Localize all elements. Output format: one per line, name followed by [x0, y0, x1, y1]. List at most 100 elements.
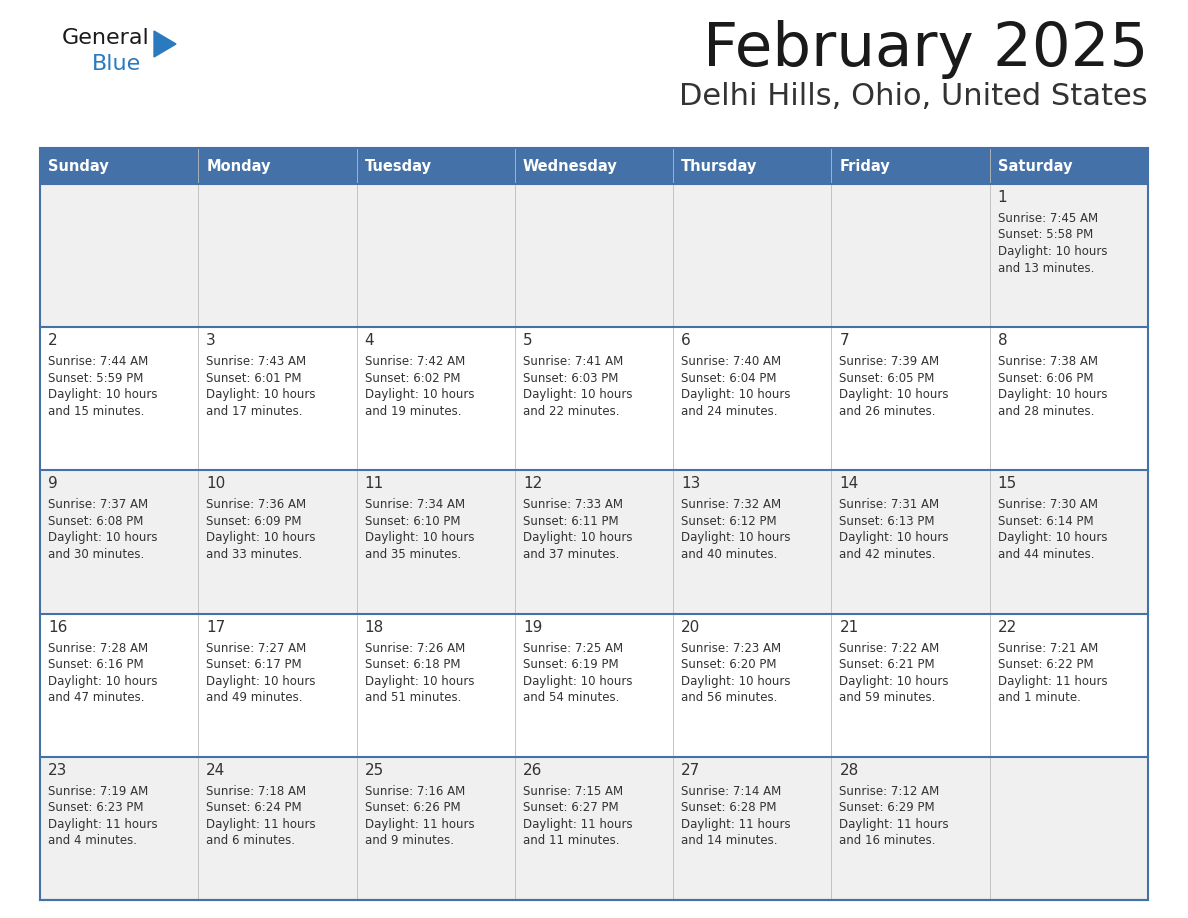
Text: Sunrise: 7:38 AM: Sunrise: 7:38 AM	[998, 355, 1098, 368]
Text: Wednesday: Wednesday	[523, 159, 618, 174]
Text: 28: 28	[840, 763, 859, 778]
Text: February 2025: February 2025	[702, 20, 1148, 79]
Text: and 9 minutes.: and 9 minutes.	[365, 834, 454, 847]
Text: Sunset: 6:03 PM: Sunset: 6:03 PM	[523, 372, 618, 385]
Text: Sunset: 6:28 PM: Sunset: 6:28 PM	[681, 801, 777, 814]
Text: Sunrise: 7:12 AM: Sunrise: 7:12 AM	[840, 785, 940, 798]
Text: and 40 minutes.: and 40 minutes.	[681, 548, 777, 561]
Text: Tuesday: Tuesday	[365, 159, 431, 174]
Text: 22: 22	[998, 620, 1017, 634]
Text: Daylight: 10 hours: Daylight: 10 hours	[48, 388, 158, 401]
Bar	[514, 148, 674, 184]
Bar	[40, 756, 1148, 900]
Text: Daylight: 10 hours: Daylight: 10 hours	[523, 388, 632, 401]
Text: Friday: Friday	[840, 159, 890, 174]
Text: Sunrise: 7:34 AM: Sunrise: 7:34 AM	[365, 498, 465, 511]
Text: Thursday: Thursday	[681, 159, 758, 174]
Text: Daylight: 10 hours: Daylight: 10 hours	[523, 675, 632, 688]
Text: 20: 20	[681, 620, 701, 634]
Text: Sunrise: 7:16 AM: Sunrise: 7:16 AM	[365, 785, 465, 798]
Text: and 59 minutes.: and 59 minutes.	[840, 691, 936, 704]
Text: and 56 minutes.: and 56 minutes.	[681, 691, 777, 704]
Text: Sunrise: 7:26 AM: Sunrise: 7:26 AM	[365, 642, 465, 655]
Text: Daylight: 10 hours: Daylight: 10 hours	[681, 675, 791, 688]
Text: and 17 minutes.: and 17 minutes.	[207, 405, 303, 418]
Text: Sunrise: 7:15 AM: Sunrise: 7:15 AM	[523, 785, 623, 798]
Text: 9: 9	[48, 476, 58, 491]
Text: 8: 8	[998, 333, 1007, 348]
Text: Daylight: 10 hours: Daylight: 10 hours	[998, 245, 1107, 258]
Text: Sunset: 6:06 PM: Sunset: 6:06 PM	[998, 372, 1093, 385]
Text: Daylight: 10 hours: Daylight: 10 hours	[523, 532, 632, 544]
Text: and 37 minutes.: and 37 minutes.	[523, 548, 619, 561]
Text: Sunrise: 7:23 AM: Sunrise: 7:23 AM	[681, 642, 782, 655]
Text: Sunset: 6:13 PM: Sunset: 6:13 PM	[840, 515, 935, 528]
Text: 15: 15	[998, 476, 1017, 491]
Text: Daylight: 11 hours: Daylight: 11 hours	[998, 675, 1107, 688]
Text: 17: 17	[207, 620, 226, 634]
Text: Daylight: 10 hours: Daylight: 10 hours	[681, 532, 791, 544]
Bar	[832, 148, 990, 184]
Text: and 26 minutes.: and 26 minutes.	[840, 405, 936, 418]
Text: Blue: Blue	[91, 54, 141, 74]
Bar	[40, 470, 1148, 613]
Text: and 19 minutes.: and 19 minutes.	[365, 405, 461, 418]
Text: Sunset: 6:08 PM: Sunset: 6:08 PM	[48, 515, 144, 528]
Bar	[40, 613, 1148, 756]
Text: Sunset: 6:04 PM: Sunset: 6:04 PM	[681, 372, 777, 385]
Text: Sunset: 6:20 PM: Sunset: 6:20 PM	[681, 658, 777, 671]
Text: Daylight: 10 hours: Daylight: 10 hours	[840, 675, 949, 688]
Text: Sunrise: 7:44 AM: Sunrise: 7:44 AM	[48, 355, 148, 368]
Text: Sunrise: 7:43 AM: Sunrise: 7:43 AM	[207, 355, 307, 368]
Text: Sunset: 6:17 PM: Sunset: 6:17 PM	[207, 658, 302, 671]
Text: Sunday: Sunday	[48, 159, 109, 174]
Text: and 24 minutes.: and 24 minutes.	[681, 405, 778, 418]
Text: 1: 1	[998, 190, 1007, 205]
Text: Daylight: 10 hours: Daylight: 10 hours	[998, 388, 1107, 401]
Text: 18: 18	[365, 620, 384, 634]
Text: Sunrise: 7:36 AM: Sunrise: 7:36 AM	[207, 498, 307, 511]
Bar	[198, 148, 356, 184]
Text: and 42 minutes.: and 42 minutes.	[840, 548, 936, 561]
Text: Sunset: 6:14 PM: Sunset: 6:14 PM	[998, 515, 1093, 528]
Text: Sunset: 5:59 PM: Sunset: 5:59 PM	[48, 372, 144, 385]
Bar	[356, 148, 514, 184]
Text: 7: 7	[840, 333, 849, 348]
Text: Daylight: 10 hours: Daylight: 10 hours	[998, 532, 1107, 544]
Text: Sunrise: 7:14 AM: Sunrise: 7:14 AM	[681, 785, 782, 798]
Text: Daylight: 10 hours: Daylight: 10 hours	[365, 388, 474, 401]
Text: Sunrise: 7:41 AM: Sunrise: 7:41 AM	[523, 355, 624, 368]
Text: 14: 14	[840, 476, 859, 491]
Text: Daylight: 10 hours: Daylight: 10 hours	[365, 675, 474, 688]
Text: and 16 minutes.: and 16 minutes.	[840, 834, 936, 847]
Text: Daylight: 10 hours: Daylight: 10 hours	[681, 388, 791, 401]
Text: and 11 minutes.: and 11 minutes.	[523, 834, 619, 847]
Text: Daylight: 10 hours: Daylight: 10 hours	[365, 532, 474, 544]
Text: 12: 12	[523, 476, 542, 491]
Text: and 44 minutes.: and 44 minutes.	[998, 548, 1094, 561]
Text: Sunrise: 7:25 AM: Sunrise: 7:25 AM	[523, 642, 623, 655]
Text: and 13 minutes.: and 13 minutes.	[998, 262, 1094, 274]
Text: Daylight: 11 hours: Daylight: 11 hours	[48, 818, 158, 831]
Text: Sunset: 6:27 PM: Sunset: 6:27 PM	[523, 801, 619, 814]
Text: 10: 10	[207, 476, 226, 491]
Bar	[40, 148, 198, 184]
Text: Sunset: 6:02 PM: Sunset: 6:02 PM	[365, 372, 460, 385]
Text: Daylight: 10 hours: Daylight: 10 hours	[207, 532, 316, 544]
Text: Sunset: 6:10 PM: Sunset: 6:10 PM	[365, 515, 460, 528]
Text: Sunset: 6:26 PM: Sunset: 6:26 PM	[365, 801, 460, 814]
Text: 23: 23	[48, 763, 68, 778]
Text: Sunset: 6:12 PM: Sunset: 6:12 PM	[681, 515, 777, 528]
Text: Sunset: 5:58 PM: Sunset: 5:58 PM	[998, 229, 1093, 241]
Text: and 1 minute.: and 1 minute.	[998, 691, 1081, 704]
Text: Sunrise: 7:40 AM: Sunrise: 7:40 AM	[681, 355, 782, 368]
Text: 4: 4	[365, 333, 374, 348]
Text: and 47 minutes.: and 47 minutes.	[48, 691, 145, 704]
Text: and 15 minutes.: and 15 minutes.	[48, 405, 145, 418]
Text: and 30 minutes.: and 30 minutes.	[48, 548, 144, 561]
Text: Sunrise: 7:31 AM: Sunrise: 7:31 AM	[840, 498, 940, 511]
Text: Sunrise: 7:33 AM: Sunrise: 7:33 AM	[523, 498, 623, 511]
Polygon shape	[154, 31, 176, 57]
Bar	[990, 148, 1148, 184]
Bar	[40, 327, 1148, 470]
